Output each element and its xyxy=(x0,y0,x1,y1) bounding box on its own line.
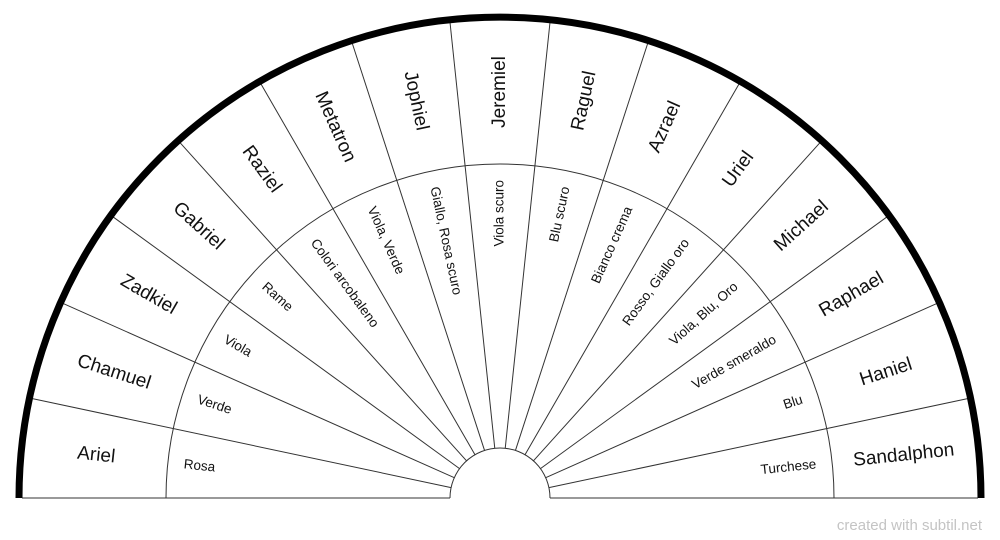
color-label: Rame xyxy=(259,279,296,314)
color-label: Rosa xyxy=(183,456,216,474)
segment-divider xyxy=(524,83,740,455)
color-label: Viola, Blu, Oro xyxy=(666,279,741,348)
color-label: Viola xyxy=(221,332,255,360)
angel-name-label: Ariel xyxy=(76,443,116,468)
color-label: Blu scuro xyxy=(546,185,572,243)
segment-dividers xyxy=(32,22,968,489)
angel-name-label: Michael xyxy=(770,196,833,255)
segment-divider xyxy=(504,22,551,449)
color-label: Viola, Verde xyxy=(365,204,408,276)
credit-text: created with subtil.net xyxy=(836,517,982,534)
segment-divider xyxy=(548,398,968,489)
segment-divider xyxy=(351,43,486,451)
angel-name-label: Jophiel xyxy=(400,69,433,132)
segment-divider xyxy=(63,303,455,479)
segment-divider xyxy=(112,216,460,470)
angel-name-label: Zadkiel xyxy=(117,270,181,319)
color-label: Rosso, Giallo oro xyxy=(619,236,692,329)
angel-name-label: Gabriel xyxy=(169,198,229,255)
color-label: Turchese xyxy=(760,456,817,477)
segment-divider xyxy=(540,216,888,470)
color-label: Giallo, Rosa scuro xyxy=(427,185,465,296)
color-label: Verde xyxy=(196,392,234,417)
angel-name-label: Sandalphon xyxy=(852,439,955,470)
angel-name-label: Metatron xyxy=(310,88,360,165)
angel-name-label: Chamuel xyxy=(75,350,154,393)
segment-divider xyxy=(32,398,452,489)
segment-divider xyxy=(449,22,496,449)
color-label: Bianco crema xyxy=(588,204,635,286)
angel-name-label: Raphael xyxy=(815,268,887,322)
center-hub xyxy=(449,447,551,499)
segment-divider xyxy=(514,43,649,451)
color-label: Verde smeraldo xyxy=(689,332,778,392)
angel-name-label: Raguel xyxy=(567,69,600,132)
inner-ring xyxy=(165,163,835,499)
color-label: Colori arcobaleno xyxy=(308,236,382,330)
color-label: Viola scuro xyxy=(492,180,507,247)
segment-divider xyxy=(179,142,467,462)
angel-name-label: Azrael xyxy=(644,98,685,156)
segment-divider xyxy=(260,83,476,455)
angel-name-label: Jeremiel xyxy=(489,56,510,128)
color-label: Blu xyxy=(781,392,804,412)
angel-name-label: Raziel xyxy=(238,142,286,197)
angel-name-label: Haniel xyxy=(857,354,915,391)
segment-divider xyxy=(533,142,821,462)
angel-name-label: Uriel xyxy=(718,147,758,191)
outer-arc xyxy=(15,13,985,499)
segment-divider xyxy=(545,303,937,479)
